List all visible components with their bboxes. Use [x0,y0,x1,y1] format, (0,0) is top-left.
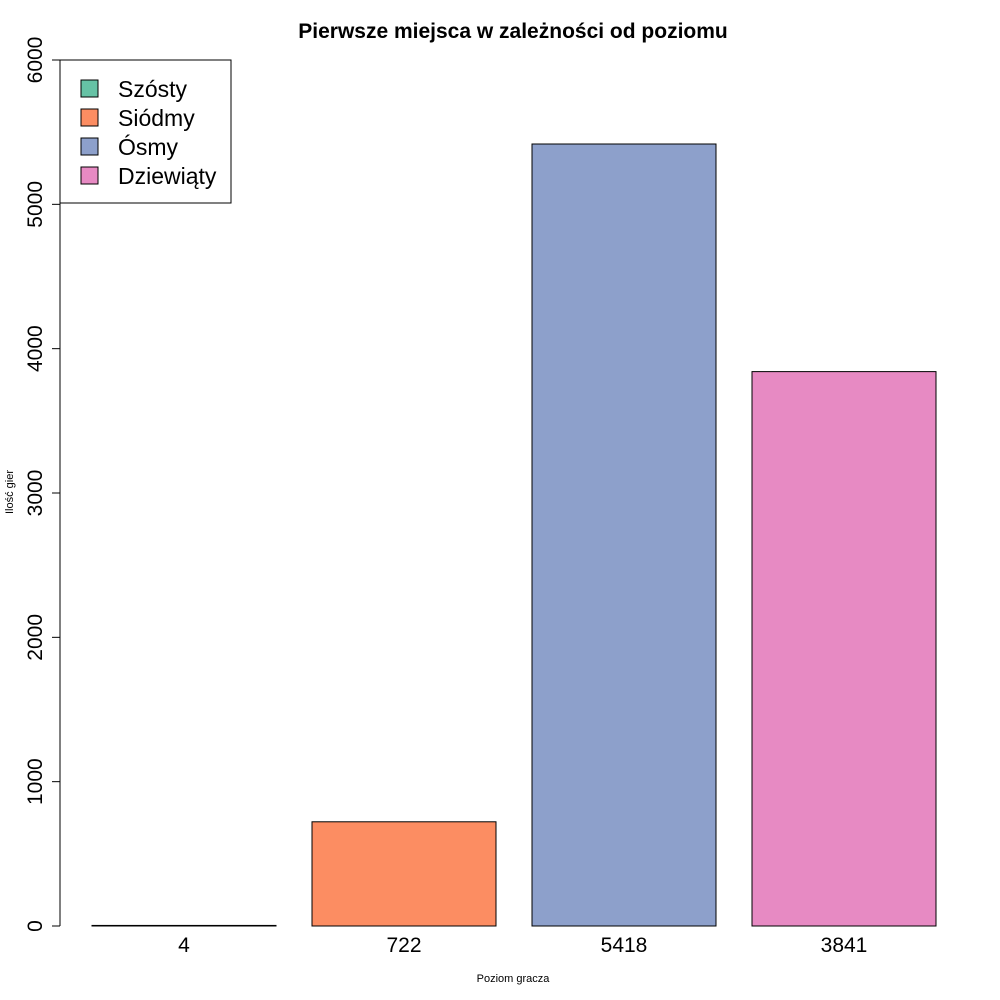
legend-swatch [80,166,99,185]
bar-5418 [531,143,717,927]
legend-label: Siódmy [118,105,195,131]
y-tick-label: 6000 [24,37,47,84]
x-tick-label: 3841 [821,934,868,957]
y-tick-label: 4000 [24,325,47,372]
x-axis-tick-labels: 4 722 5418 3841 [178,934,867,957]
y-tick-label: 2000 [24,614,47,661]
y-tick-label: 5000 [24,181,47,228]
bar-722 [311,821,497,927]
chart-title: Pierwsze miejsca w zależności od poziomu [298,20,727,43]
legend-label: Szósty [118,76,188,102]
y-axis: 0 1000 2000 3000 4000 5000 6000 [24,37,61,932]
legend-swatch [80,79,99,98]
legend-label: Ósmy [118,134,179,160]
legend-swatch [80,137,99,156]
bars [91,143,937,927]
legend-label: Dziewiąty [118,163,217,189]
y-tick-label: 3000 [24,470,47,517]
bar-3841 [751,371,937,927]
x-tick-label: 722 [386,934,421,957]
y-tick-label: 0 [24,920,47,932]
x-axis-label: Poziom gracza [477,973,551,985]
bar-4 [91,924,277,927]
legend-swatch [80,108,99,127]
legend: Szósty Siódmy Ósmy Dziewiąty [59,59,232,204]
x-tick-label: 5418 [601,934,648,957]
x-tick-label: 4 [178,934,190,957]
y-tick-label: 1000 [24,758,47,805]
y-axis-label: Ilość gier [4,470,16,514]
